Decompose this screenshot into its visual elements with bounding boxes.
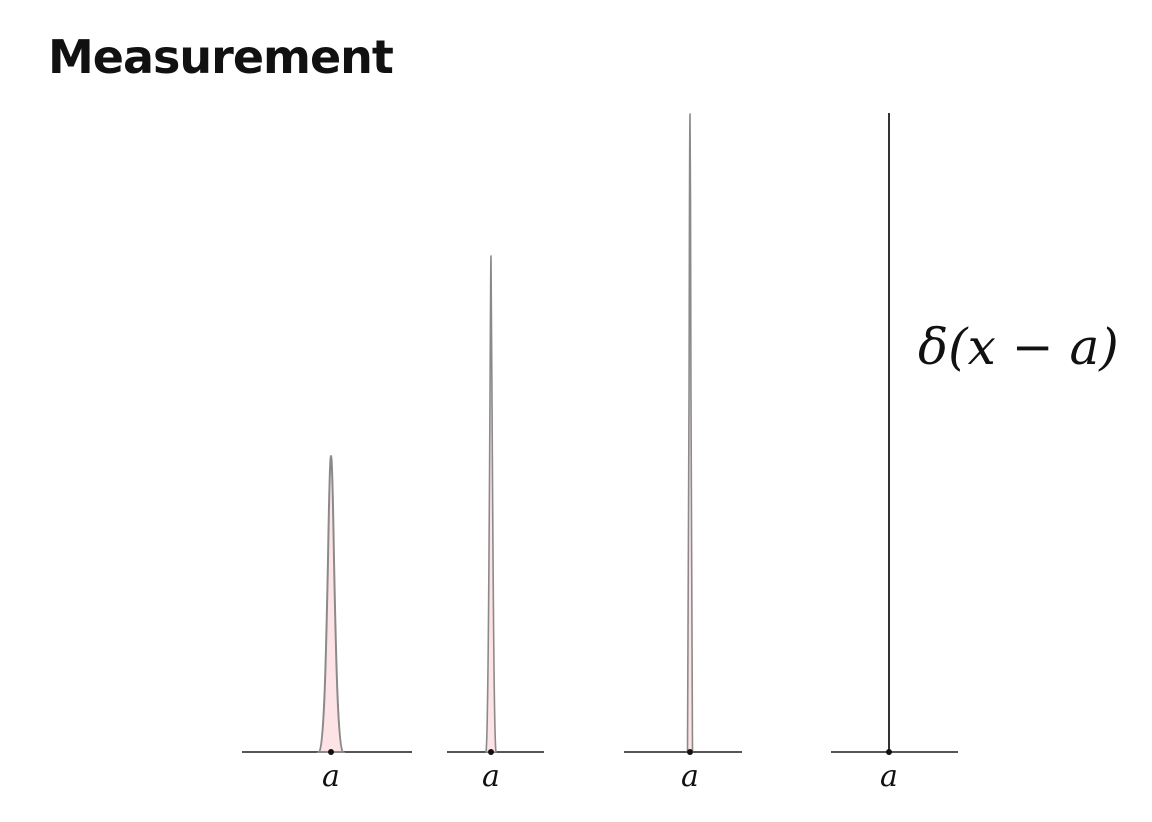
panel-3: a [624, 113, 742, 794]
point-a-label-3: a [681, 759, 699, 794]
point-a-marker-2 [488, 749, 494, 755]
point-a-label-1: a [322, 759, 340, 794]
panel-2: a [447, 255, 544, 794]
point-a-marker-4 [886, 749, 892, 755]
panel-1: a [242, 454, 412, 794]
point-a-marker-1 [328, 749, 334, 755]
peak-2 [485, 255, 497, 753]
delta-function-label: δ(x − a) [918, 318, 1119, 376]
panel-4: a [831, 113, 958, 794]
peak-1 [316, 454, 346, 753]
point-a-label-4: a [880, 759, 898, 794]
point-a-marker-3 [687, 749, 693, 755]
peak-3 [686, 113, 694, 753]
point-a-label-2: a [482, 759, 500, 794]
page-title: Measurement [48, 30, 394, 84]
